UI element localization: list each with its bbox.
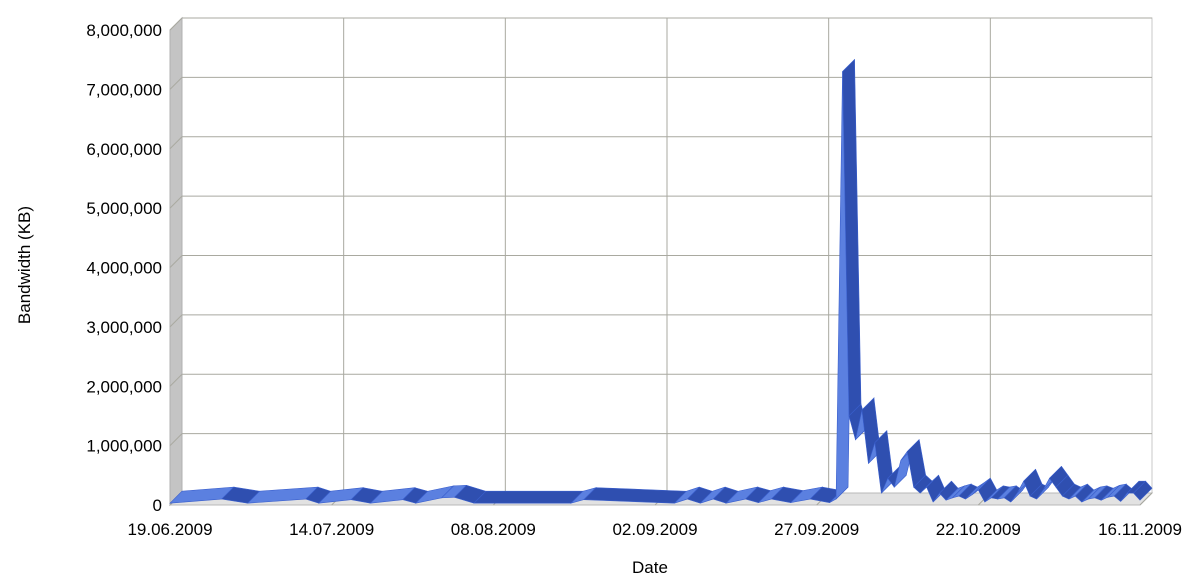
- x-axis-ticks: 19.06.2009 14.07.2009 08.08.2009 02.09.2009…: [127, 520, 1181, 539]
- y-tick-label: 3,000,000: [86, 318, 162, 337]
- x-tick-label: 27.09.2009: [774, 520, 859, 539]
- x-tick-label: 02.09.2009: [612, 520, 697, 539]
- y-tick-label: 4,000,000: [86, 259, 162, 278]
- y-tick-label: 6,000,000: [86, 140, 162, 159]
- y-tick-label: 5,000,000: [86, 199, 162, 218]
- x-tick-label: 22.10.2009: [936, 520, 1021, 539]
- x-tick-label: 19.06.2009: [127, 520, 212, 539]
- series-segment: [474, 491, 583, 503]
- y-axis-title: Bandwidth (KB): [15, 206, 34, 324]
- y-tick-label: 8,000,000: [86, 21, 162, 40]
- y-axis-ticks: 0 1,000,000 2,000,000 3,000,000 4,000,000 5,0…: [86, 21, 162, 515]
- y-tick-label: 1,000,000: [86, 437, 162, 456]
- x-tick-label: 08.08.2009: [451, 520, 536, 539]
- y-tick-label: 2,000,000: [86, 377, 162, 396]
- plot-frame: [170, 18, 1152, 505]
- x-axis-title: Date: [632, 558, 668, 577]
- y-tick-label: 7,000,000: [86, 80, 162, 99]
- x-tick-label: 16.11.2009: [1098, 520, 1182, 539]
- y-tick-label: 0: [153, 496, 162, 515]
- x-tick-label: 14.07.2009: [289, 520, 374, 539]
